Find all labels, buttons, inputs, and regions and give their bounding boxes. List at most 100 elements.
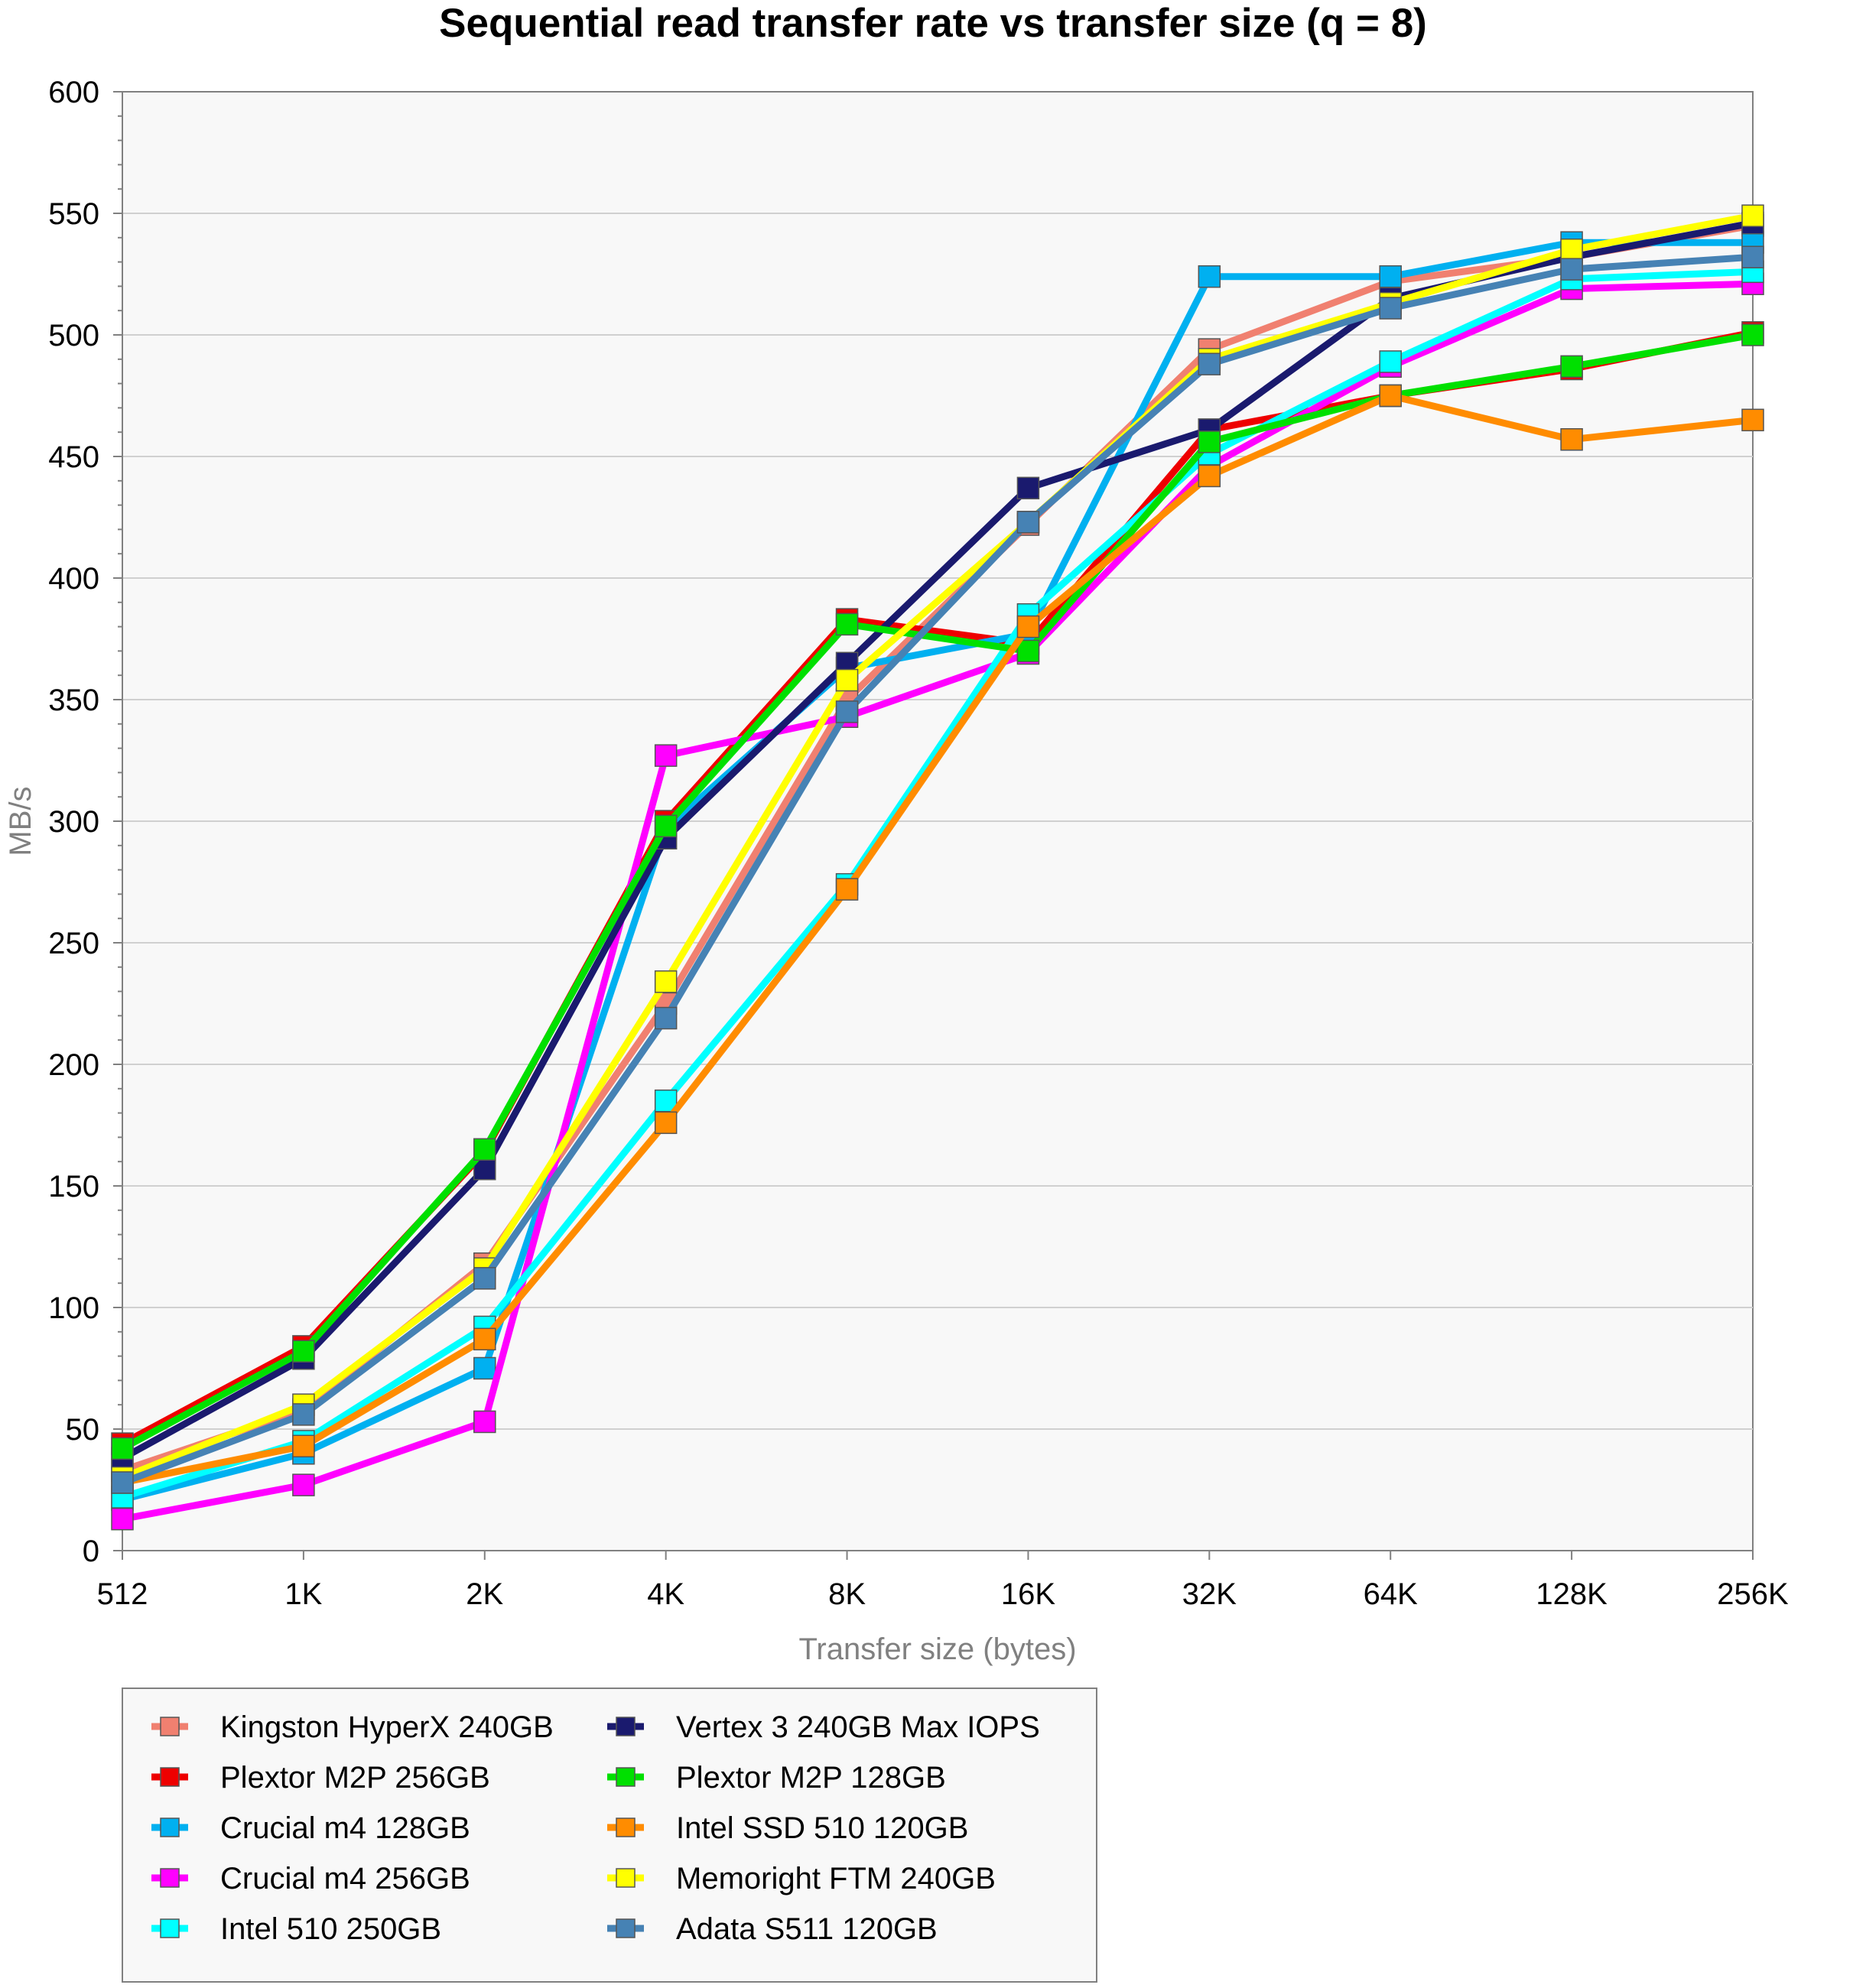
x-tick-label: 128K xyxy=(1536,1577,1608,1611)
legend-item: Intel SSD 510 120GB xyxy=(607,1811,968,1845)
legend-box xyxy=(122,1688,1097,1983)
y-tick-label: 300 xyxy=(48,805,99,839)
legend-label: Vertex 3 240GB Max IOPS xyxy=(676,1710,1040,1744)
data-point xyxy=(1198,464,1221,488)
data-point xyxy=(1016,639,1040,663)
legend-item: Plextor M2P 128GB xyxy=(607,1761,946,1795)
data-point xyxy=(1198,430,1221,453)
data-point xyxy=(654,744,678,767)
y-tick-label: 500 xyxy=(48,319,99,352)
series-line xyxy=(119,239,1757,1503)
data-point xyxy=(111,1437,134,1460)
y-tick-label: 100 xyxy=(48,1291,99,1325)
data-point xyxy=(1379,350,1402,373)
data-point xyxy=(473,1410,496,1434)
series-line xyxy=(119,392,1757,1486)
legend-marker xyxy=(160,1717,180,1736)
data-point xyxy=(292,1403,315,1426)
data-point xyxy=(654,970,678,993)
data-point xyxy=(1016,615,1040,638)
legend-marker xyxy=(160,1918,180,1938)
data-point xyxy=(1741,323,1764,346)
x-tick-label: 512 xyxy=(97,1577,148,1611)
y-tick-label: 550 xyxy=(48,197,99,231)
series-line xyxy=(119,253,1757,1486)
data-point xyxy=(654,814,678,838)
data-point xyxy=(1560,427,1583,451)
data-point xyxy=(835,668,859,692)
y-tick-label: 200 xyxy=(48,1048,99,1082)
legend-label: Crucial m4 128GB xyxy=(220,1811,470,1845)
x-tick-label: 16K xyxy=(1001,1577,1055,1611)
data-point xyxy=(1741,408,1764,432)
y-tick-label: 0 xyxy=(83,1535,99,1568)
legend-item: Memoright FTM 240GB xyxy=(607,1862,996,1895)
data-point xyxy=(292,1434,315,1458)
legend-marker xyxy=(616,1817,636,1837)
y-tick-label: 150 xyxy=(48,1170,99,1204)
x-tick-label: 32K xyxy=(1182,1577,1237,1611)
legend-marker xyxy=(160,1817,180,1837)
series-line xyxy=(119,212,1757,1482)
legend-label: Intel SSD 510 120GB xyxy=(676,1811,968,1845)
x-tick-label: 64K xyxy=(1364,1577,1418,1611)
series-line xyxy=(119,331,1757,1452)
data-point xyxy=(1560,355,1583,378)
grid-lines xyxy=(122,213,1753,1430)
data-point xyxy=(835,612,859,636)
data-point xyxy=(473,1138,496,1161)
x-tick-label: 8K xyxy=(828,1577,866,1611)
series-7 xyxy=(111,384,1764,1494)
data-point xyxy=(1198,352,1221,375)
legend: Kingston HyperX 240GB Plextor M2P 256GB Cr… xyxy=(122,1688,1097,1983)
data-point xyxy=(1016,476,1040,500)
series-line xyxy=(119,280,1757,1523)
legend-marker xyxy=(160,1767,180,1787)
legend-label: Memoright FTM 240GB xyxy=(676,1862,996,1895)
data-point xyxy=(835,700,859,723)
legend-label: Kingston HyperX 240GB xyxy=(220,1710,554,1744)
data-point xyxy=(292,1340,315,1363)
y-tick-label: 50 xyxy=(66,1413,100,1447)
data-point xyxy=(111,1507,134,1531)
y-tick-label: 350 xyxy=(48,684,99,717)
data-point xyxy=(835,878,859,901)
legend-item: Crucial m4 256GB xyxy=(151,1862,470,1895)
data-point xyxy=(473,1327,496,1351)
legend-item: Adata S511 120GB xyxy=(607,1912,938,1946)
y-tick-label: 250 xyxy=(48,927,99,960)
data-point xyxy=(654,1006,678,1030)
legend-label: Crucial m4 256GB xyxy=(220,1862,470,1895)
legend-marker xyxy=(160,1868,180,1888)
legend-item: Vertex 3 240GB Max IOPS xyxy=(607,1710,1040,1744)
legend-item: Plextor M2P 256GB xyxy=(151,1761,490,1795)
y-axis-ticks: 0 50 100 150 200 250 300 350 400 450 500 550 600 xyxy=(48,76,122,1568)
legend-marker xyxy=(616,1868,636,1888)
y-axis-label: MB/s xyxy=(4,786,37,856)
chart-title: Sequential read transfer rate vs transfe… xyxy=(439,1,1427,46)
data-point xyxy=(473,1356,496,1380)
data-point xyxy=(1741,204,1764,227)
data-point xyxy=(1198,265,1221,288)
data-point xyxy=(111,1471,134,1494)
legend-item: Kingston HyperX 240GB xyxy=(151,1710,554,1744)
x-tick-label: 256K xyxy=(1717,1577,1789,1611)
data-point xyxy=(1016,511,1040,534)
data-point xyxy=(1560,258,1583,281)
y-tick-label: 600 xyxy=(48,76,99,109)
data-point xyxy=(473,1267,496,1290)
legend-marker xyxy=(616,1767,636,1787)
y-tick-label: 450 xyxy=(48,440,99,474)
legend-marker xyxy=(616,1918,636,1938)
legend-item: Crucial m4 128GB xyxy=(151,1811,470,1845)
data-point xyxy=(654,1111,678,1135)
legend-item: Intel 510 250GB xyxy=(151,1912,441,1946)
series-9 xyxy=(111,245,1764,1494)
legend-marker xyxy=(616,1717,636,1736)
data-point xyxy=(1379,265,1402,288)
y-tick-label: 400 xyxy=(48,562,99,596)
legend-label: Intel 510 250GB xyxy=(220,1912,441,1946)
x-axis-label: Transfer size (bytes) xyxy=(798,1632,1076,1666)
data-point xyxy=(1379,297,1402,320)
series-layer xyxy=(111,204,1764,1531)
